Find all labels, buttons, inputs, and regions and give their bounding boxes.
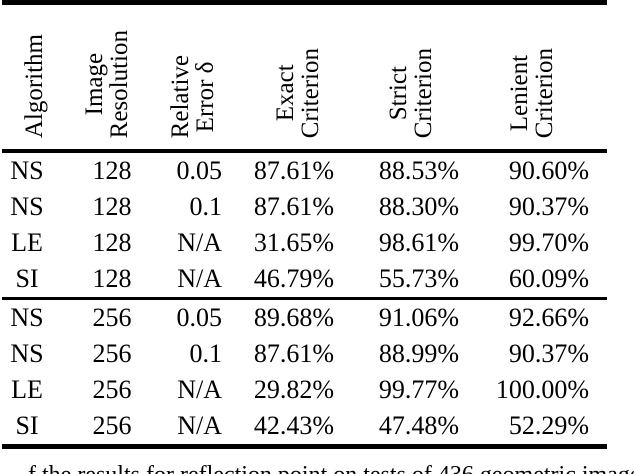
rotated-header: Strict Criterion [384, 47, 437, 138]
rotated-header: Algorithm [20, 33, 48, 138]
group-resolution-256: NS 256 0.05 89.68% 91.06% 92.66% NS 256 … [2, 297, 607, 447]
cell-lenient: 100.00% [495, 375, 589, 404]
rotated-header: Lenient Criterion [506, 47, 558, 138]
column-header-label: Criterion [531, 47, 558, 138]
cell-resolution: 128 [92, 192, 132, 221]
spacer-cell [589, 297, 607, 336]
cell-lenient: 99.70% [508, 228, 589, 257]
cell-relative-error: 0.05 [176, 156, 223, 185]
table-row: NS 256 0.1 87.61% 88.99% 90.37% [2, 336, 607, 372]
results-table: Algorithm Image Resolution Relative Erro… [2, 0, 607, 449]
column-header-label: Error δ [192, 60, 219, 132]
spacer-cell [589, 408, 607, 447]
column-header-label: Criterion [297, 47, 324, 138]
cell-algorithm: NS [2, 297, 52, 336]
column-header-label: Exact [272, 64, 299, 122]
cell-strict: 55.73% [378, 264, 459, 293]
column-header-label: Algorithm [20, 33, 48, 138]
column-header-exact-criterion: Exact Criterion [222, 2, 334, 153]
rotated-header: Image Resolution [81, 29, 133, 138]
column-header-label: Criterion [409, 47, 437, 138]
spacer-column [589, 2, 607, 153]
table-row: LE 256 N/A 29.82% 99.77% 100.00% [2, 372, 607, 408]
cell-relative-error: N/A [177, 375, 222, 404]
cell-strict: 88.99% [378, 339, 459, 368]
column-header-label: Relative [167, 54, 194, 138]
cell-relative-error: N/A [177, 228, 222, 257]
cell-resolution: 256 [92, 411, 132, 440]
cell-relative-error: 0.1 [189, 339, 223, 368]
cell-resolution: 256 [52, 297, 172, 336]
table-row: NS 256 0.05 89.68% 91.06% 92.66% [2, 297, 607, 336]
table-row: SI 128 N/A 46.79% 55.73% 60.09% [2, 261, 607, 299]
cell-exact: 42.43% [253, 411, 334, 440]
column-header-label: Image [81, 52, 108, 116]
rotated-header: Relative Error δ [167, 54, 219, 138]
cell-lenient: 52.29% [508, 411, 589, 440]
cell-strict: 47.48% [378, 411, 459, 440]
cell-resolution: 128 [92, 228, 132, 257]
cell-strict: 88.53% [378, 156, 459, 185]
spacer-cell [589, 151, 607, 189]
table-row: LE 128 N/A 31.65% 98.61% 99.70% [2, 225, 607, 261]
cell-relative-error: 0.1 [189, 192, 223, 221]
cell-lenient: 90.60% [508, 156, 589, 185]
cell-algorithm: NS [10, 192, 44, 221]
column-header-relative-error: Relative Error δ [167, 2, 222, 153]
group-resolution-128: NS 128 0.05 87.61% 88.53% 90.60% NS 128 … [2, 151, 607, 299]
spacer-cell [589, 225, 607, 261]
cell-relative-error: 0.05 [172, 297, 222, 336]
caption-fragment: f the results for reflection point on te… [0, 461, 634, 474]
spacer-cell [589, 372, 607, 408]
cell-exact: 29.82% [253, 375, 334, 404]
spacer-cell [589, 261, 607, 299]
cell-lenient: 60.09% [508, 264, 589, 293]
table-row: SI 256 N/A 42.43% 47.48% 52.29% [2, 408, 607, 447]
cell-exact: 87.61% [253, 339, 334, 368]
spacer-cell [589, 336, 607, 372]
rotated-header: Exact Criterion [272, 47, 324, 138]
cell-relative-error: N/A [177, 411, 222, 440]
cell-algorithm: LE [11, 375, 43, 404]
cell-exact: 89.68% [222, 297, 334, 336]
cell-lenient: 90.37% [508, 339, 589, 368]
column-header-algorithm: Algorithm [2, 2, 52, 153]
cell-strict: 99.77% [378, 375, 459, 404]
column-header-lenient-criterion: Lenient Criterion [459, 2, 589, 153]
cell-algorithm: SI [15, 264, 39, 293]
cell-resolution: 256 [92, 375, 132, 404]
cell-algorithm: SI [15, 411, 39, 440]
cell-algorithm: LE [11, 228, 43, 257]
table-row: NS 128 0.05 87.61% 88.53% 90.60% [2, 151, 607, 189]
cell-exact: 31.65% [253, 228, 334, 257]
header-row: Algorithm Image Resolution Relative Erro… [2, 2, 607, 153]
cell-resolution: 256 [92, 339, 132, 368]
cell-resolution: 128 [92, 156, 132, 185]
column-header-label: Resolution [106, 29, 133, 138]
cell-lenient: 92.66% [459, 297, 589, 336]
cell-algorithm: NS [10, 156, 44, 185]
cell-strict: 91.06% [334, 297, 459, 336]
cell-strict: 98.61% [378, 228, 459, 257]
cell-lenient: 90.37% [508, 192, 589, 221]
cell-exact: 46.79% [253, 264, 334, 293]
cell-exact: 87.61% [253, 192, 334, 221]
cell-strict: 88.30% [378, 192, 459, 221]
column-header-strict-criterion: Strict Criterion [334, 2, 459, 153]
cell-relative-error: N/A [177, 264, 222, 293]
column-header-image-resolution: Image Resolution [52, 2, 172, 153]
spacer-cell [589, 189, 607, 225]
column-header-label: Lenient [506, 54, 533, 132]
column-header-label: Strict [384, 65, 412, 120]
table-row: NS 128 0.1 87.61% 88.30% 90.37% [2, 189, 607, 225]
cell-algorithm: NS [10, 339, 44, 368]
cell-exact: 87.61% [253, 156, 334, 185]
cell-resolution: 128 [92, 264, 132, 293]
